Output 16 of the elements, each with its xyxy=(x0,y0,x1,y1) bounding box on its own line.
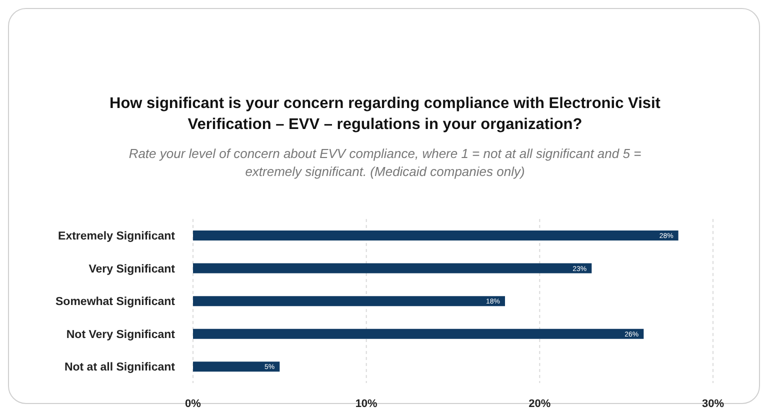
y-tick-label: Extremely Significant xyxy=(58,230,176,242)
chart-subtitle: Rate your level of concern about EVV compliance, where 1 = not at all significant and 5 = extremely significant. (Medicaid companies only) xyxy=(128,145,642,181)
y-tick-label: Not at all Significant xyxy=(64,362,176,374)
chart-title: How significant is your concern regarding compliance with Electronic Visit Verification – EVV – regulations in your organization? xyxy=(108,94,662,135)
bar xyxy=(193,362,280,372)
bar xyxy=(193,230,678,240)
bar xyxy=(193,263,592,274)
x-tick-label: 20% xyxy=(528,398,551,410)
y-tick-label: Somewhat Significant xyxy=(56,296,176,308)
y-tick-label: Very Significant xyxy=(88,263,176,276)
x-tick-label: 0% xyxy=(185,398,202,410)
x-tick-label: 10% xyxy=(355,398,378,410)
x-tick-label: 30% xyxy=(702,398,724,410)
y-tick-label: Not Very Significant xyxy=(66,328,176,341)
bar xyxy=(193,328,644,339)
bar xyxy=(193,296,505,306)
